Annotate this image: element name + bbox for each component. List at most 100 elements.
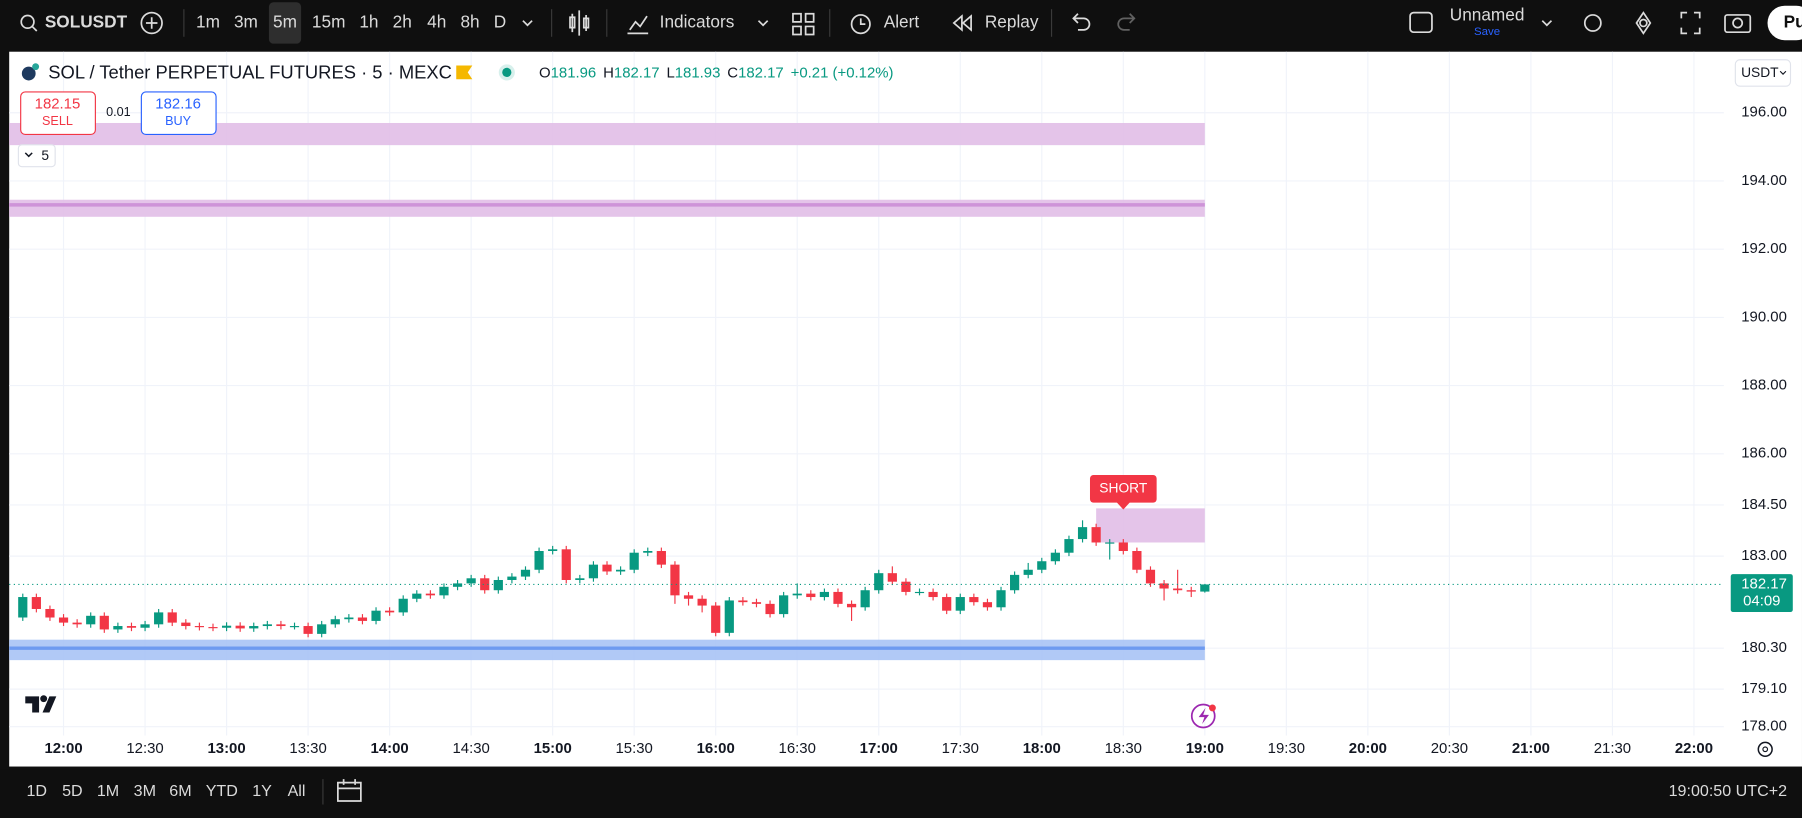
range-button[interactable]: 5D bbox=[62, 782, 83, 800]
undo[interactable] bbox=[1072, 13, 1091, 31]
candle-body bbox=[1091, 527, 1101, 543]
tradingview-logo[interactable] bbox=[25, 696, 57, 713]
save[interactable]: Save bbox=[1474, 26, 1500, 38]
date-range[interactable] bbox=[337, 779, 362, 802]
buy-price[interactable]: 182.16 bbox=[155, 96, 201, 113]
candle-body bbox=[480, 578, 490, 591]
countdown: 04:09 bbox=[1743, 593, 1780, 610]
interval[interactable]: 5m bbox=[273, 12, 297, 32]
sell-price[interactable]: 182.15 bbox=[35, 96, 81, 113]
candle-body bbox=[1186, 590, 1196, 592]
interval[interactable]: 3m bbox=[234, 12, 258, 32]
quick-search[interactable] bbox=[1583, 14, 1602, 32]
publish-button[interactable] bbox=[1767, 5, 1802, 41]
chart-type[interactable] bbox=[569, 10, 590, 36]
replay[interactable]: Replay bbox=[985, 12, 1039, 32]
candle-body bbox=[1064, 539, 1074, 553]
search-icon[interactable] bbox=[20, 14, 35, 30]
candle-body bbox=[58, 617, 69, 623]
candle-body bbox=[72, 622, 82, 625]
candle-body bbox=[86, 615, 96, 625]
candle-body bbox=[113, 626, 123, 630]
alert-icon bbox=[859, 18, 866, 25]
symbol[interactable]: SOLUSDT bbox=[45, 12, 128, 32]
candle-body bbox=[357, 617, 368, 621]
flash-icon[interactable] bbox=[1190, 703, 1216, 729]
candle-body bbox=[1118, 542, 1128, 552]
interval[interactable]: 4h bbox=[427, 12, 446, 32]
indicators[interactable]: Indicators bbox=[660, 12, 735, 32]
quantity[interactable]: 0.01 bbox=[106, 105, 131, 119]
indicators-menu[interactable] bbox=[757, 20, 769, 27]
alert[interactable]: Alert bbox=[884, 12, 920, 32]
layouts[interactable] bbox=[792, 12, 815, 36]
candle-body bbox=[575, 578, 585, 580]
range-button[interactable]: 1M bbox=[97, 782, 119, 800]
x-tick-label: 15:30 bbox=[616, 740, 653, 757]
sell-button[interactable] bbox=[20, 91, 96, 136]
range-button[interactable]: 3M bbox=[134, 782, 156, 800]
candle-body bbox=[846, 603, 857, 608]
y-tick-label: 190.00 bbox=[1741, 308, 1787, 325]
flag[interactable] bbox=[456, 65, 473, 80]
ohlc-label: C bbox=[727, 64, 738, 81]
x-tick-label: 13:00 bbox=[207, 740, 245, 757]
indicators-count[interactable]: 5 bbox=[41, 148, 49, 163]
candle-body bbox=[779, 595, 789, 615]
interval-menu[interactable] bbox=[522, 20, 533, 27]
range-button[interactable]: 6M bbox=[169, 782, 191, 800]
candle-body bbox=[561, 549, 571, 580]
signal-label: SHORT bbox=[1099, 480, 1148, 495]
interval[interactable]: 15m bbox=[312, 12, 346, 32]
candle-body bbox=[385, 610, 395, 613]
axis-settings[interactable] bbox=[1757, 741, 1773, 757]
fullscreen[interactable] bbox=[1680, 11, 1701, 35]
y-tick-label: 194.00 bbox=[1741, 172, 1787, 189]
x-tick-label: 14:00 bbox=[371, 740, 409, 757]
layout-menu[interactable] bbox=[1541, 20, 1553, 27]
ohlc-values: O181.96 H182.17 L181.93 C182.17 +0.21 (+0.12… bbox=[539, 64, 894, 81]
add-symbol[interactable] bbox=[140, 11, 163, 35]
currency[interactable]: USDT bbox=[1741, 65, 1779, 80]
alert-icon[interactable] bbox=[850, 14, 871, 35]
layout-icon[interactable] bbox=[1409, 11, 1433, 34]
range-button[interactable]: All bbox=[288, 782, 306, 800]
x-tick-label: 16:00 bbox=[697, 740, 735, 757]
interval[interactable]: 1m bbox=[196, 12, 220, 32]
range-button[interactable]: YTD bbox=[206, 782, 238, 800]
redo[interactable] bbox=[1117, 13, 1136, 31]
snapshot bbox=[1732, 17, 1744, 29]
settings[interactable] bbox=[1635, 11, 1652, 35]
candle-body bbox=[955, 597, 965, 611]
change: +0.21 (+0.12%) bbox=[791, 64, 894, 81]
y-tick-label: 192.00 bbox=[1741, 240, 1787, 257]
candle-body bbox=[371, 610, 381, 621]
x-tick-label: 18:30 bbox=[1105, 740, 1142, 757]
range-button[interactable]: 1D bbox=[26, 782, 47, 800]
publish[interactable]: Pu bbox=[1784, 12, 1802, 32]
replay-icon[interactable] bbox=[952, 14, 972, 32]
interval[interactable]: 1h bbox=[359, 12, 378, 32]
x-tick-label: 14:30 bbox=[452, 740, 489, 757]
y-tick-label: 196.00 bbox=[1741, 104, 1787, 121]
interval[interactable]: 2h bbox=[393, 12, 412, 32]
interval[interactable]: 8h bbox=[460, 12, 479, 32]
buy-label[interactable]: BUY bbox=[165, 114, 192, 128]
sell-label[interactable]: SELL bbox=[42, 114, 73, 128]
clock[interactable]: 19:00:50 UTC+2 bbox=[1669, 782, 1787, 800]
indicators-toggle[interactable] bbox=[17, 144, 56, 168]
layout-name[interactable]: Unnamed bbox=[1450, 5, 1525, 25]
candle-body bbox=[99, 615, 109, 630]
zone bbox=[9, 199, 1205, 217]
range-button[interactable]: 1Y bbox=[252, 782, 272, 800]
interval[interactable]: D bbox=[494, 12, 506, 32]
indicators-icon[interactable] bbox=[627, 15, 649, 35]
candle-body bbox=[194, 626, 205, 628]
candle-body bbox=[996, 590, 1006, 608]
ohlc-label: H bbox=[603, 64, 614, 81]
snapshot[interactable] bbox=[1724, 14, 1752, 34]
buy-button[interactable] bbox=[140, 91, 217, 136]
ohlc-value: 182.17 bbox=[738, 64, 784, 81]
currency-button[interactable] bbox=[1734, 59, 1792, 87]
